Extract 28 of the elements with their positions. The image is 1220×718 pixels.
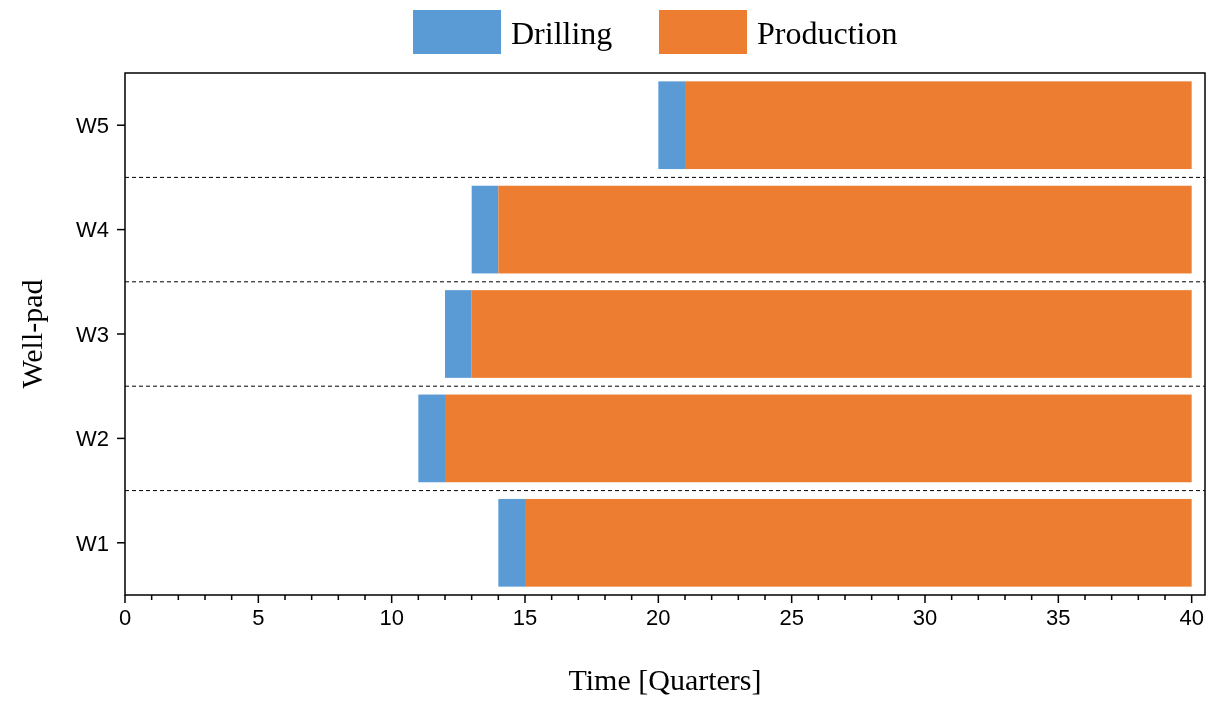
- legend-label: Production: [757, 15, 898, 51]
- x-tick-label: 35: [1046, 605, 1071, 630]
- bar: [498, 498, 525, 587]
- bar: [471, 185, 499, 274]
- x-tick-label: 0: [118, 605, 132, 630]
- x-tick-label: 30: [912, 605, 938, 630]
- bar: [471, 290, 1192, 378]
- bar: [418, 394, 445, 483]
- y-tick-label: W3: [76, 321, 109, 347]
- x-tick-label: 15: [512, 605, 538, 630]
- x-tick-label: 20: [646, 605, 671, 630]
- bar: [445, 290, 472, 378]
- x-tick-label: 40: [1179, 605, 1204, 630]
- y-tick-label: W1: [76, 530, 109, 556]
- y-tick-label: W2: [76, 426, 109, 452]
- x-axis-title: Time [Quarters]: [568, 663, 762, 696]
- bar: [445, 394, 1192, 483]
- y-tick-label: W5: [76, 112, 109, 138]
- y-tick-label: W4: [76, 217, 109, 243]
- x-tick-label: 25: [779, 605, 804, 630]
- x-tick-label: 10: [379, 605, 404, 630]
- x-tick-label: 5: [252, 605, 265, 630]
- bar: [685, 81, 1192, 170]
- legend-label: Drilling: [511, 15, 613, 51]
- bar: [525, 498, 1192, 587]
- bar: [498, 185, 1192, 274]
- bar: [658, 81, 685, 170]
- y-axis-title: Well-pad: [15, 279, 48, 389]
